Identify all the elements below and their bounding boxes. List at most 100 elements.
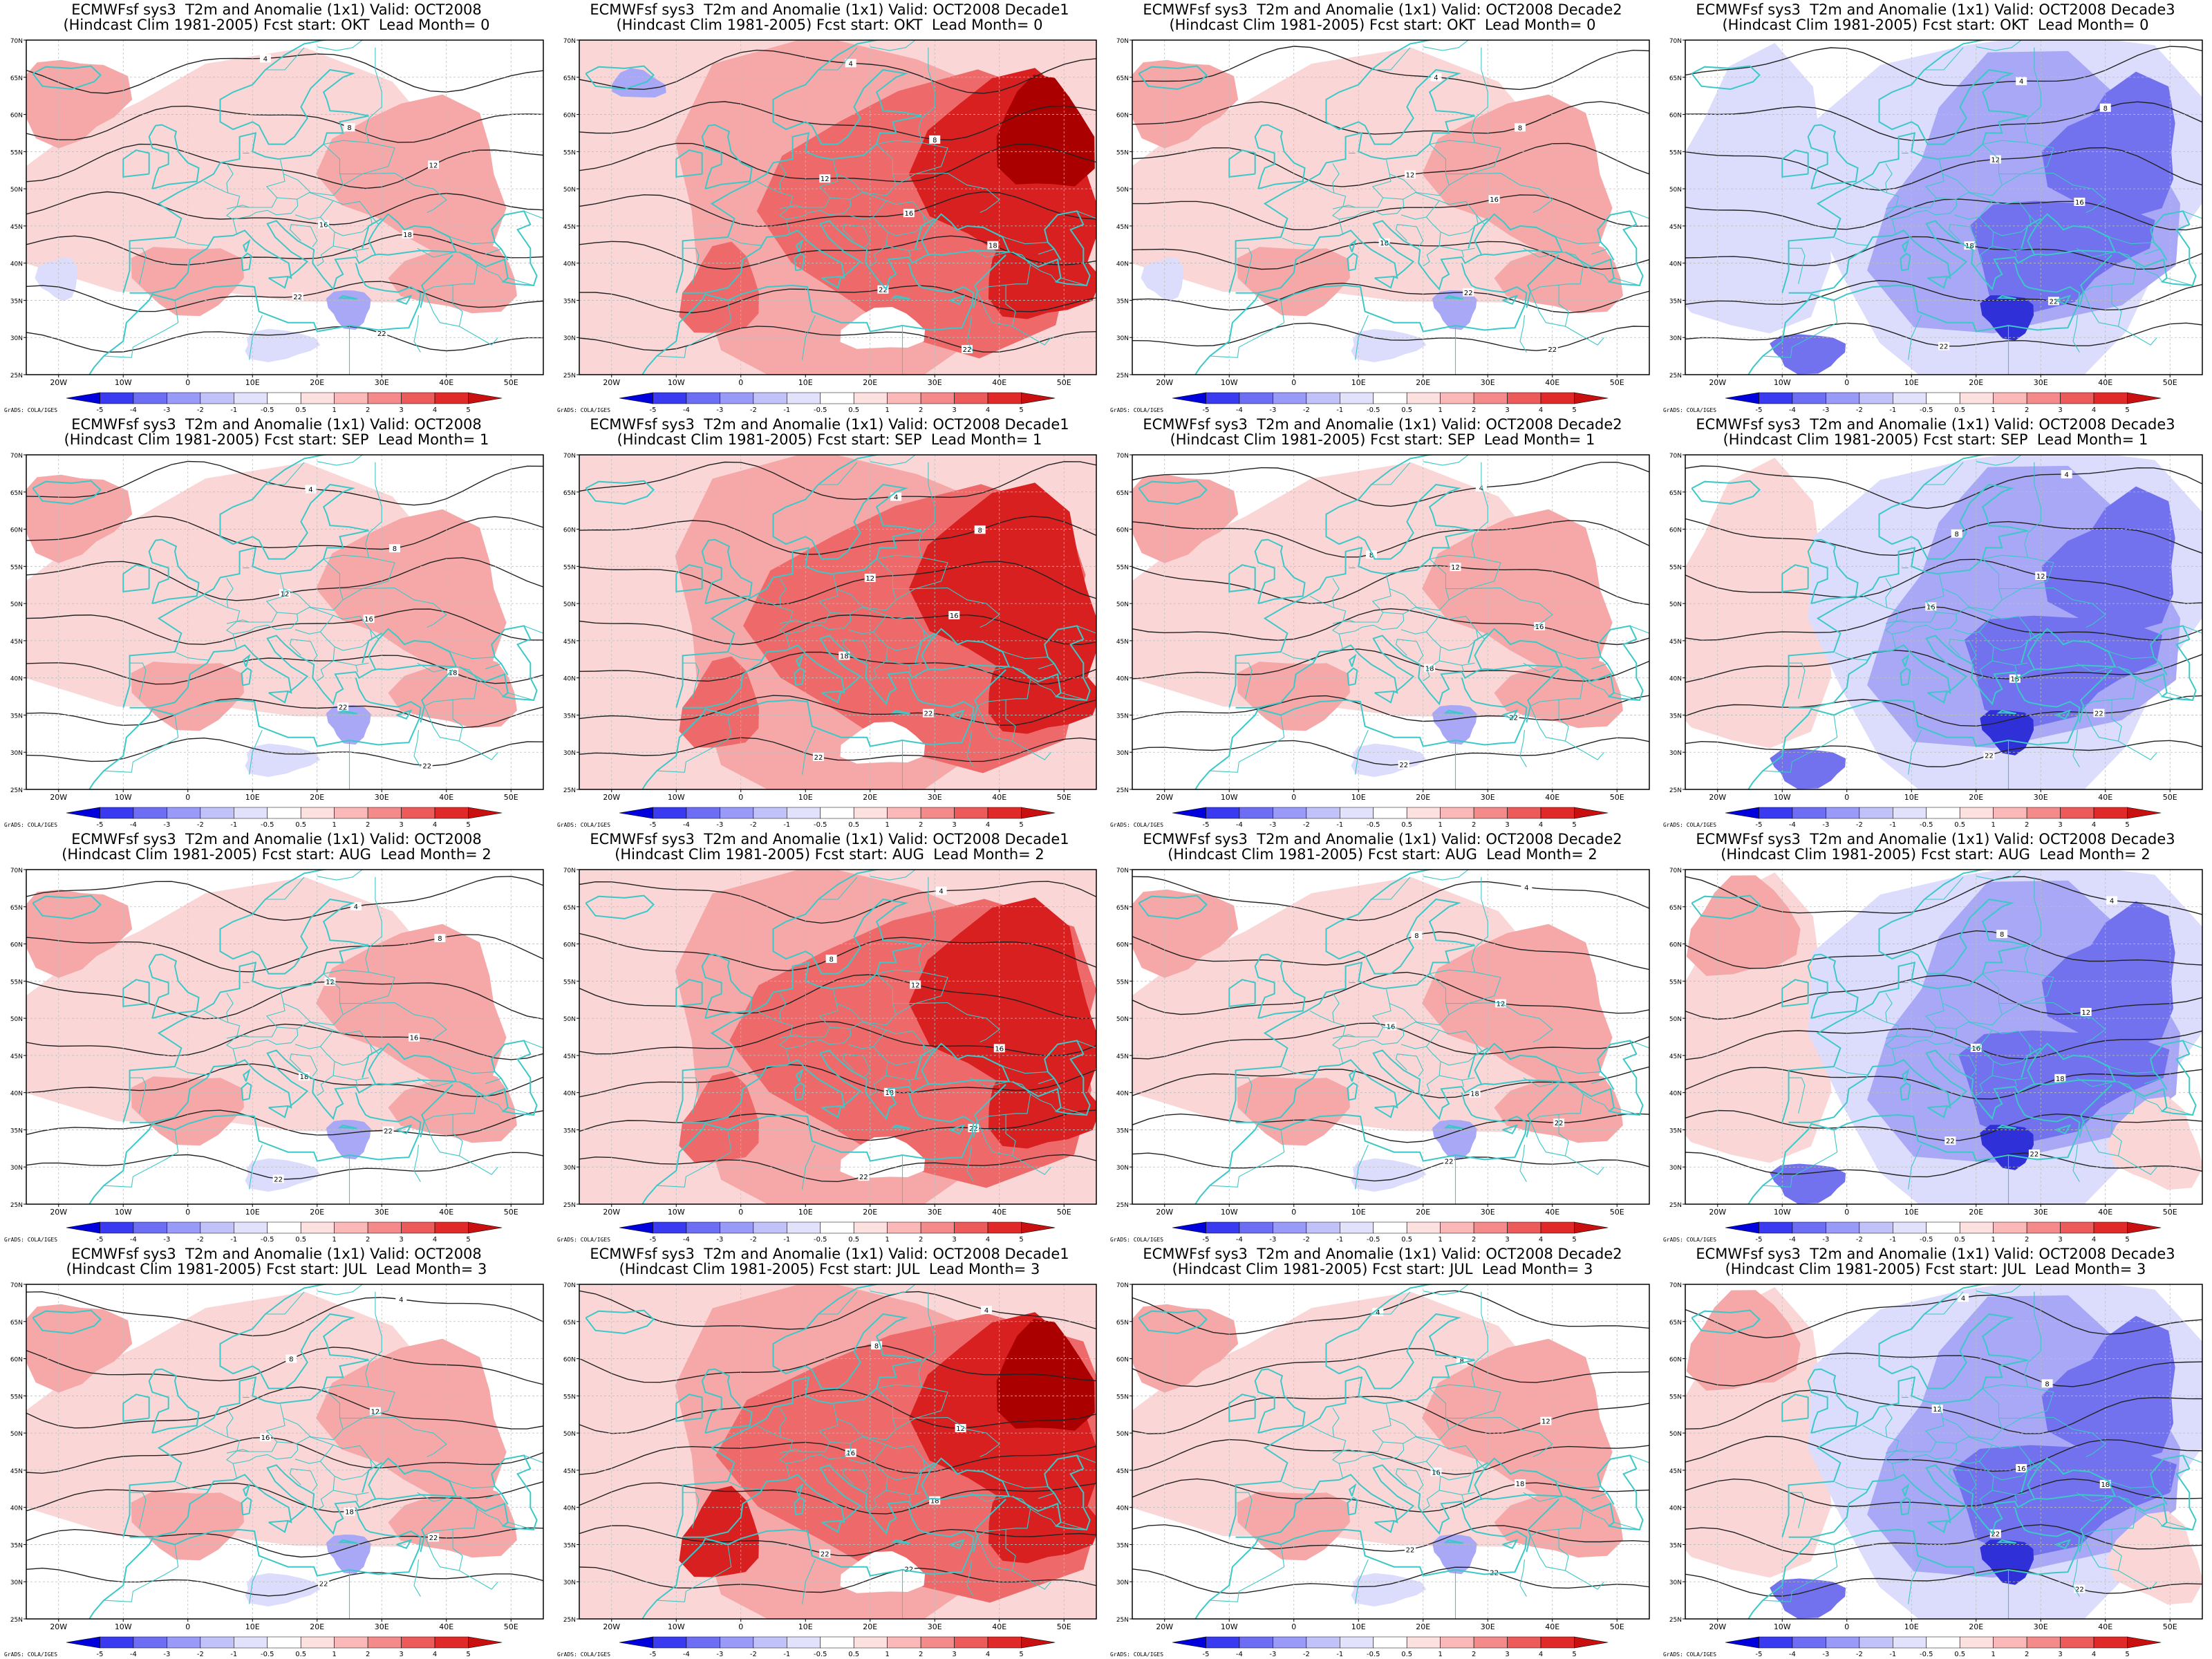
- lat-tick-label: 40N: [1116, 676, 1129, 683]
- colorbar-swatch: [720, 1221, 754, 1234]
- contour-label: 12: [911, 982, 920, 989]
- colorbar-label: 2: [919, 406, 923, 414]
- lat-tick-label: 40N: [563, 261, 576, 268]
- contour-label: 12: [371, 1409, 380, 1416]
- map-frame: [579, 39, 1097, 375]
- colorbar-label: -1: [230, 1651, 237, 1658]
- lon-tick-label: 50E: [2163, 1622, 2177, 1631]
- lon-tick-label: 50E: [504, 378, 518, 387]
- colorbar-label: 0.5: [1401, 1651, 1412, 1658]
- contour-label: 22: [879, 287, 888, 294]
- colorbar-label: 4: [1539, 1236, 1543, 1244]
- colorbar-swatch: [787, 392, 821, 404]
- colorbar-swatch: [1540, 807, 1575, 819]
- colorbar-swatch: [1993, 1221, 2027, 1234]
- colorbar-label: -3: [716, 1651, 723, 1658]
- panel-title: ECMWFsf sys3 T2m and Anomalie (1x1) Vali…: [1696, 831, 2175, 847]
- lat-tick-label: 55N: [563, 149, 576, 156]
- contour-label: 8: [2045, 1380, 2049, 1388]
- colorbar-label: 2: [1472, 821, 1476, 829]
- lat-tick-label: 25N: [1669, 373, 1682, 379]
- colorbar-swatch: [920, 807, 955, 819]
- lat-tick-label: 60N: [563, 527, 576, 534]
- lat-tick-label: 55N: [1669, 149, 1682, 156]
- contour-label: 22: [1399, 762, 1408, 769]
- colorbar-label: -3: [716, 821, 723, 829]
- panel-title: ECMWFsf sys3 T2m and Anomalie (1x1) Vali…: [1143, 1246, 1622, 1262]
- lon-tick-label: 50E: [2163, 1208, 2177, 1217]
- contour-label: 4: [2019, 78, 2023, 86]
- contour-label: 16: [1535, 624, 1544, 631]
- colorbar-label: 0.5: [1954, 1236, 1965, 1244]
- colorbar-swatch: [267, 1636, 301, 1649]
- colorbar-label: 1: [1991, 821, 1996, 829]
- lon-tick-label: 30E: [375, 1208, 389, 1217]
- lat-tick-label: 35N: [1669, 298, 1682, 305]
- lon-tick-label: 20W: [50, 378, 67, 387]
- colorbar-swatch: [753, 1636, 787, 1649]
- panel-subtitle: (Hindcast Clim 1981-2005) Fcst start: SE…: [1723, 431, 2148, 448]
- lat-tick-label: 55N: [563, 979, 576, 986]
- lon-tick-label: 10W: [115, 378, 132, 387]
- colorbar-swatch: [1725, 392, 1759, 404]
- lat-tick-label: 60N: [563, 942, 576, 949]
- lon-tick-label: 20W: [1156, 378, 1173, 387]
- lat-tick-label: 55N: [1116, 564, 1129, 571]
- colorbar-label: 2: [366, 1236, 370, 1244]
- panel-title: ECMWFsf sys3 T2m and Anomalie (1x1) Vali…: [590, 831, 1069, 847]
- lat-tick-label: 65N: [10, 1320, 23, 1327]
- lon-tick-label: 20E: [310, 1622, 324, 1631]
- lon-tick-label: 20W: [50, 1622, 67, 1631]
- colorbar-swatch: [653, 807, 687, 819]
- colorbar-swatch: [1440, 1221, 1474, 1234]
- colorbar-label: -2: [1856, 1236, 1863, 1244]
- colorbar-swatch: [334, 392, 368, 404]
- map-frame: [1685, 869, 2203, 1205]
- contour-label: 18: [1965, 243, 1974, 250]
- colorbar-swatch: [267, 807, 301, 819]
- map-panel: ECMWFsf sys3 T2m and Anomalie (1x1) Vali…: [1659, 415, 2212, 830]
- lon-tick-label: 20W: [603, 1208, 620, 1217]
- colorbar-swatch: [2127, 807, 2162, 819]
- colorbar-label: 2: [366, 1651, 370, 1658]
- colorbar-label: 1: [1991, 1651, 1996, 1658]
- colorbar-label: -2: [197, 821, 204, 829]
- colorbar-label: -2: [1856, 406, 1863, 414]
- lat-tick-label: 45N: [563, 224, 576, 231]
- colorbar-label: -3: [163, 821, 170, 829]
- colorbar-swatch: [2093, 807, 2128, 819]
- colorbar-label: -4: [683, 1651, 690, 1658]
- colorbar-swatch: [66, 1221, 100, 1234]
- colorbar-label: -3: [716, 406, 723, 414]
- colorbar-swatch: [234, 392, 268, 404]
- lon-tick-label: 10E: [1904, 793, 1919, 802]
- colorbar-swatch: [2093, 1221, 2128, 1234]
- map-panel: ECMWFsf sys3 T2m and Anomalie (1x1) Vali…: [1659, 1244, 2212, 1659]
- colorbar-swatch: [100, 392, 134, 404]
- lat-tick-label: 45N: [563, 1468, 576, 1475]
- lat-tick-label: 40N: [1669, 1506, 1682, 1512]
- contour-label: 16: [410, 1035, 419, 1042]
- contour-label: 16: [1490, 196, 1499, 204]
- lon-tick-label: 10W: [668, 793, 685, 802]
- colorbar-swatch: [920, 1636, 955, 1649]
- lat-tick-label: 50N: [563, 1016, 576, 1023]
- lon-tick-label: 10W: [1221, 1208, 1238, 1217]
- colorbar-swatch: [1507, 1636, 1541, 1649]
- colorbar-label: -1: [1889, 1651, 1896, 1658]
- lat-tick-label: 50N: [10, 1431, 23, 1438]
- colorbar-swatch: [820, 1221, 854, 1234]
- colorbar-label: -0.5: [261, 1236, 274, 1244]
- colorbar-label: 3: [1505, 406, 1509, 414]
- contour-label: 12: [326, 979, 335, 986]
- lon-tick-label: 40E: [2098, 378, 2112, 387]
- lat-tick-label: 50N: [563, 601, 576, 608]
- lon-tick-label: 10W: [668, 1208, 685, 1217]
- lat-tick-label: 30N: [563, 1165, 576, 1172]
- colorbar-label: -3: [1269, 406, 1276, 414]
- colorbar-label: 5: [1572, 406, 1576, 414]
- colorbar-swatch: [267, 1221, 301, 1234]
